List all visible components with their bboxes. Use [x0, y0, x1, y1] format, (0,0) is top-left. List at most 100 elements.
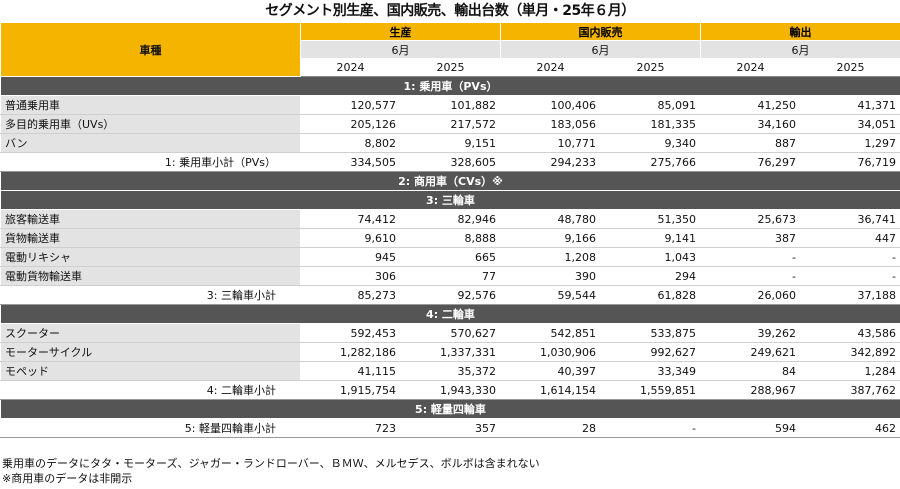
row-label: 旅客輸送車	[0, 209, 301, 229]
value-cell: 887	[700, 133, 801, 153]
value-cell: 41,371	[800, 95, 900, 115]
value-cell: 9,166	[500, 228, 601, 248]
production-header: 生産	[300, 22, 501, 41]
value-cell: 48,780	[500, 209, 601, 229]
section-title: 2: 商用車（CVs）※	[0, 171, 900, 191]
table-row: 普通乗用車 120,577 101,882 100,406 85,091 41,250 41…	[0, 95, 900, 115]
year-header: 2025	[600, 58, 701, 77]
section-title: 5: 軽量四輪車	[0, 399, 900, 419]
value-cell: 82,946	[400, 209, 501, 229]
row-label: モーターサイクル	[0, 342, 301, 362]
value-cell: 249,621	[700, 342, 801, 362]
table-row: モーターサイクル 1,282,186 1,337,331 1,030,906 992,6…	[0, 342, 900, 362]
value-cell: 100,406	[500, 95, 601, 115]
value-cell: 41,250	[700, 95, 801, 115]
table-header: 車種 生産 国内販売 輸出 6月 6月 6月 2024 2025 2024 20…	[0, 22, 900, 77]
value-cell: 51,350	[600, 209, 701, 229]
value-cell: 205,126	[300, 114, 401, 134]
value-cell: 342,892	[800, 342, 900, 362]
value-cell: 74,412	[300, 209, 401, 229]
row-label: 多目的乗用車（UVs）	[0, 114, 301, 134]
subtotal-value-cell: 26,060	[700, 285, 801, 305]
subtotal-value-cell: 37,188	[800, 285, 900, 305]
value-cell: -	[800, 266, 900, 286]
table-row: モペッド 41,115 35,372 40,397 33,349 84 1,284	[0, 361, 900, 381]
data-table: 車種 生産 国内販売 輸出 6月 6月 6月 2024 2025 2024 20…	[0, 22, 900, 438]
footnotes: 乗用車のデータにタタ・モーターズ、ジャガー・ランドローバー、ＢＭＷ、メルセデス、…	[2, 456, 540, 486]
value-cell: 41,115	[300, 361, 401, 381]
value-cell: 34,051	[800, 114, 900, 134]
section-title: 4: 二輪車	[0, 304, 900, 324]
section-title: 3: 三輪車	[0, 190, 900, 210]
row-label: モペッド	[0, 361, 301, 381]
subtotal-value-cell: 275,766	[600, 152, 701, 172]
value-cell: 181,335	[600, 114, 701, 134]
subtotal-value-cell: 61,828	[600, 285, 701, 305]
value-cell: 8,802	[300, 133, 401, 153]
value-cell: 1,208	[500, 247, 601, 267]
subtotal-value-cell: 92,576	[400, 285, 501, 305]
value-cell: 34,160	[700, 114, 801, 134]
value-cell: 387	[700, 228, 801, 248]
domestic-sales-header: 国内販売	[500, 22, 701, 41]
vehicle-type-header: 車種	[0, 22, 301, 77]
table-title: セグメント別生産、国内販売、輸出台数（単月・25年６月）	[265, 3, 635, 19]
subtotal-row: 4: 二輪車小計 1,915,754 1,943,330 1,614,154 1,559…	[0, 380, 900, 400]
subtotal-value-cell: 334,505	[300, 152, 401, 172]
value-cell: 1,030,906	[500, 342, 601, 362]
value-cell: 992,627	[600, 342, 701, 362]
footnote: ※商用車のデータは非開示	[2, 472, 133, 485]
value-cell: 306	[300, 266, 401, 286]
value-cell: 33,349	[600, 361, 701, 381]
subtotal-value-cell: 594	[700, 418, 801, 438]
month-header: 6月	[500, 40, 701, 59]
value-cell: 570,627	[400, 323, 501, 343]
year-header: 2025	[800, 58, 900, 77]
subtotal-label: 3: 三輪車小計	[0, 285, 301, 305]
table-row: 貨物輸送車 9,610 8,888 9,166 9,141 387 447	[0, 228, 900, 248]
table-row: 旅客輸送車 74,412 82,946 48,780 51,350 25,673 36,74…	[0, 209, 900, 229]
value-cell: 217,572	[400, 114, 501, 134]
section-header-row: 1: 乗用車（PVs）	[0, 76, 900, 96]
subtotal-label: 1: 乗用車小計（PVs）	[0, 152, 301, 172]
value-cell: 390	[500, 266, 601, 286]
subtotal-value-cell: 76,297	[700, 152, 801, 172]
value-cell: 665	[400, 247, 501, 267]
subtotal-value-cell: 462	[800, 418, 900, 438]
value-cell: 84	[700, 361, 801, 381]
table-body: 1: 乗用車（PVs） 普通乗用車 120,577 101,882 100,406 85,…	[0, 76, 900, 438]
section-title: 1: 乗用車（PVs）	[0, 76, 900, 96]
year-header: 2024	[300, 58, 401, 77]
value-cell: 447	[800, 228, 900, 248]
value-cell: 9,151	[400, 133, 501, 153]
row-label: 電動貨物輸送車	[0, 266, 301, 286]
value-cell: 9,141	[600, 228, 701, 248]
subtotal-value-cell: -	[600, 418, 701, 438]
section-header-row: 3: 三輪車	[0, 190, 900, 210]
value-cell: 542,851	[500, 323, 601, 343]
subtotal-value-cell: 1,614,154	[500, 380, 601, 400]
table-row: 電動リキシャ 945 665 1,208 1,043- -	[0, 247, 900, 267]
value-cell: 533,875	[600, 323, 701, 343]
value-cell: 36,741	[800, 209, 900, 229]
value-cell: 9,340	[600, 133, 701, 153]
value-cell: -	[800, 247, 900, 267]
year-header: 2024	[500, 58, 601, 77]
table-row: スクーター 592,453 570,627 542,851 533,875 39,262 4…	[0, 323, 900, 343]
subtotal-value-cell: 1,915,754	[300, 380, 401, 400]
value-cell: 10,771	[500, 133, 601, 153]
subtotal-value-cell: 1,559,851	[600, 380, 701, 400]
subtotal-value-cell: 357	[400, 418, 501, 438]
subtotal-value-cell: 288,967	[700, 380, 801, 400]
value-cell: 101,882	[400, 95, 501, 115]
value-cell: 8,888	[400, 228, 501, 248]
value-cell: 35,372	[400, 361, 501, 381]
value-cell: 39,262	[700, 323, 801, 343]
value-cell: 85,091	[600, 95, 701, 115]
subtotal-row: 1: 乗用車小計（PVs） 334,505 328,605 294,233 275,76…	[0, 152, 900, 172]
value-cell: 945	[300, 247, 401, 267]
subtotal-value-cell: 387,762	[800, 380, 900, 400]
subtotal-label: 5: 軽量四輪車小計	[0, 418, 301, 438]
subtotal-value-cell: 28	[500, 418, 601, 438]
